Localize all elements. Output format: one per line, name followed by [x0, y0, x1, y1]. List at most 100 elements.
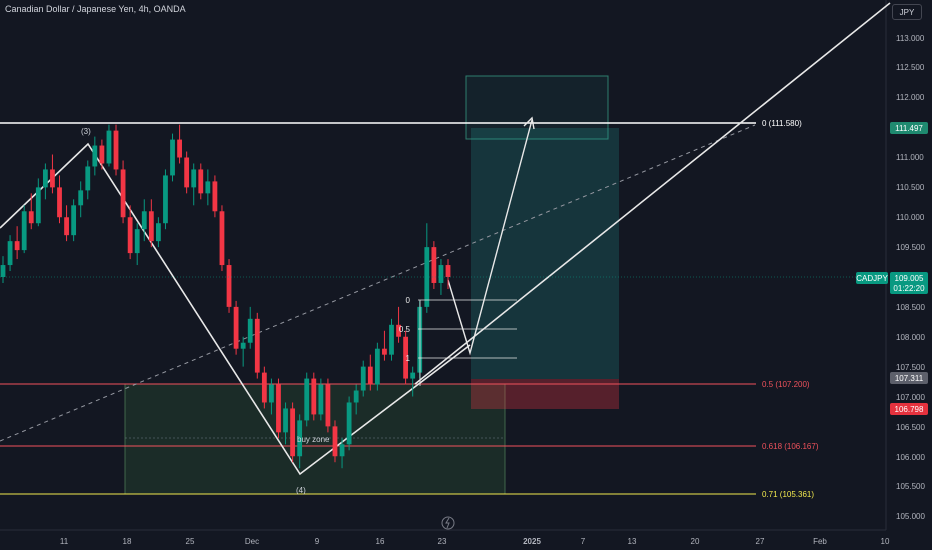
candle-body	[205, 181, 211, 194]
candle-body	[106, 130, 112, 164]
buy-zone-label: buy zone	[297, 435, 330, 444]
price-tick: 113.000	[896, 34, 925, 43]
price-tick: 105.000	[896, 512, 925, 521]
candle-body	[382, 348, 387, 355]
symbol-tag	[856, 272, 888, 284]
candle-body	[269, 384, 274, 403]
candle-body	[325, 384, 331, 427]
price-tick: 110.500	[896, 183, 925, 192]
horizontal-levels: 0 (111.580) 0.5 (107.200) 0.618 (106.167) 0…	[0, 119, 819, 499]
countdown-text: 01:22:20	[893, 284, 925, 293]
price-tag-entry-text: 107.311	[895, 374, 924, 383]
price-tick: 106.500	[896, 423, 925, 432]
price-tag-target-text: 111.497	[895, 124, 923, 133]
candle-body	[78, 190, 84, 206]
candle-body	[42, 169, 48, 188]
rising-trend-line[interactable]	[414, 2, 891, 385]
candle-body	[155, 223, 161, 242]
candle-body	[50, 169, 55, 188]
candle-body	[339, 444, 345, 457]
candle-body	[28, 211, 34, 224]
price-tag-entry	[890, 372, 928, 384]
candle-body	[71, 205, 77, 236]
candle-body	[64, 217, 69, 236]
candle-body	[120, 169, 126, 218]
candle-body	[148, 211, 154, 242]
candle-body	[403, 336, 409, 379]
time-tick: 10	[881, 537, 890, 546]
level-label: 0.618 (106.167)	[762, 442, 819, 451]
level-label: 0.5 (107.200)	[762, 380, 810, 389]
candle-body	[198, 169, 204, 194]
fib-mini-levels: 00.51	[399, 296, 517, 386]
fib-mini-label: 0.5	[399, 325, 411, 334]
candle-body	[410, 372, 416, 379]
price-tick: 108.000	[896, 333, 925, 342]
price-tick: 106.000	[896, 453, 925, 462]
price-tick: 110.000	[896, 213, 925, 222]
projection-path[interactable]	[447, 119, 533, 356]
symbol-title: Canadian Dollar / Japanese Yen, 4h, OAND…	[5, 4, 186, 14]
price-tick: 108.500	[896, 303, 925, 312]
dashed-trend-line[interactable]	[0, 124, 756, 442]
candle-body	[304, 378, 310, 421]
price-tick: 105.500	[896, 482, 925, 491]
candle-body	[57, 187, 62, 218]
level-label: 0.71 (105.361)	[762, 490, 814, 499]
lightning-icon[interactable]	[441, 516, 455, 530]
wave-4-label: (4)	[296, 486, 306, 495]
candle-body	[134, 229, 140, 254]
candle-body	[233, 306, 239, 349]
candle-body	[445, 265, 451, 277]
price-tick: 112.000	[896, 93, 925, 102]
fib-mini-label: 1	[406, 354, 411, 363]
price-tick: 109.500	[896, 243, 925, 252]
candle-body	[276, 384, 281, 433]
candle-body	[212, 181, 218, 212]
candle-body	[7, 241, 13, 266]
projection-arrowhead	[523, 116, 535, 130]
candle-body	[113, 130, 119, 170]
candle-body	[226, 265, 232, 307]
target-zone-box[interactable]	[465, 75, 609, 140]
time-tick: 18	[123, 537, 132, 546]
candle-body	[311, 378, 317, 415]
candle-body	[92, 145, 98, 167]
candle-body	[177, 139, 182, 158]
time-tick: 13	[628, 537, 637, 546]
candle-body	[127, 217, 133, 254]
time-tick: 23	[438, 537, 447, 546]
time-tick: 2025	[523, 537, 541, 546]
time-tick: 7	[581, 537, 586, 546]
price-tick: 112.500	[896, 63, 925, 72]
candle-body	[14, 241, 20, 251]
time-tick: 11	[60, 537, 69, 546]
current-price-tag	[890, 272, 928, 294]
long-position-profit-zone[interactable]	[471, 128, 619, 379]
candle-body	[219, 211, 225, 266]
candle-body	[141, 211, 147, 230]
candle-body	[332, 426, 338, 457]
price-tick: 107.500	[896, 363, 925, 372]
candle-body	[0, 265, 6, 277]
candle-body	[367, 366, 373, 385]
level-label: 0 (111.580)	[762, 119, 802, 128]
candle-body	[35, 187, 41, 224]
candle-body	[374, 348, 380, 385]
fib-mini-label: 0	[406, 296, 411, 305]
time-axis-ticks: 11 18 25 Dec 9 16 23 2025 7 13 20 27 Feb 10	[60, 537, 890, 546]
symbol-tag-text: CADJPY	[856, 274, 888, 283]
time-tick: 9	[315, 537, 320, 546]
price-tick: 107.000	[896, 393, 925, 402]
candle-body	[240, 342, 246, 349]
candle-body	[261, 372, 267, 403]
candle-body	[99, 145, 105, 164]
time-tick: 25	[186, 537, 195, 546]
candle-body	[163, 175, 168, 224]
price-tag-target	[890, 122, 928, 134]
candle-body	[290, 408, 296, 457]
currency-badge[interactable]: JPY	[892, 4, 922, 20]
price-tag-stop-text: 106.798	[895, 405, 924, 414]
